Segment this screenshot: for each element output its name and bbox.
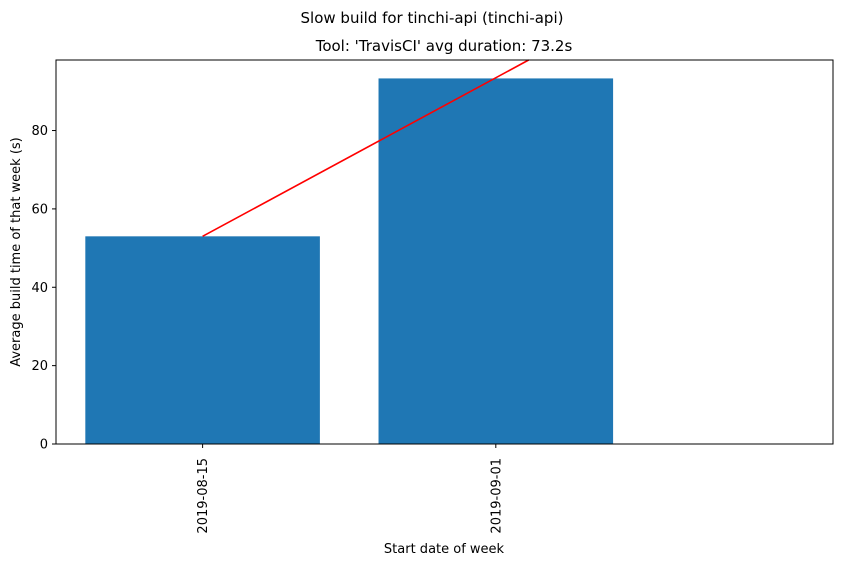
plot-frame: [55, 59, 834, 445]
bar-2019-09-01: [378, 78, 614, 445]
y-tick-label: 0: [40, 438, 48, 453]
y-axis: 0 20 40 60 80: [31, 124, 56, 453]
trend-line: [202, 59, 530, 238]
chart-suptitle: Slow build for tinchi-api (tinchi-api): [301, 9, 564, 27]
trend-line-group: [202, 59, 530, 238]
bars-group: [85, 78, 614, 445]
x-axis-label: Start date of week: [384, 542, 505, 557]
x-tick-label: 2019-09-01: [489, 458, 504, 534]
bar-2019-08-15: [85, 236, 320, 444]
chart-title: Tool: 'TravisCI' avg duration: 73.2s: [315, 37, 573, 55]
y-tick-label: 60: [31, 202, 48, 217]
y-tick-label: 80: [31, 124, 48, 139]
y-axis-label: Average build time of that week (s): [9, 137, 24, 367]
y-tick-label: 40: [31, 281, 48, 296]
x-tick-label: 2019-08-15: [196, 458, 211, 534]
x-axis: 2019-08-15 2019-09-01: [196, 444, 504, 534]
y-tick-label: 20: [31, 359, 48, 374]
